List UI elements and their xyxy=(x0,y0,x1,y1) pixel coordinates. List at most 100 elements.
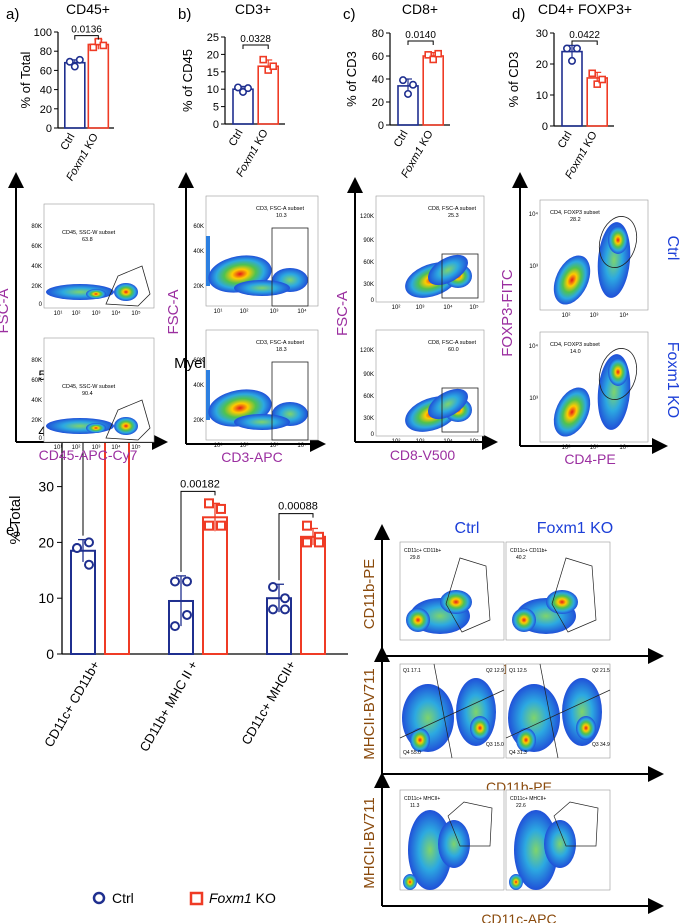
flow-panel-e: Ctrl Foxm1 KO CD11c-APC CD11b-PE CD11c+ CD11… xyxy=(361,520,664,923)
tick-label: 10² xyxy=(562,445,571,451)
data-point xyxy=(204,520,214,531)
data-point xyxy=(182,576,192,587)
y-tick-label: 0 xyxy=(378,120,384,132)
x-tick-label-italic: Foxm1 xyxy=(64,148,91,183)
data-point xyxy=(268,582,278,593)
x-tick-label: CD11b+ MHC II + xyxy=(136,658,200,754)
tick-label: 10² xyxy=(72,311,81,317)
data-point xyxy=(70,62,79,71)
data-point xyxy=(84,537,94,548)
y-tick-label: 20 xyxy=(372,97,384,109)
density-cloud xyxy=(408,810,452,890)
x-axis-label: CD8-V500 xyxy=(390,447,456,463)
data-point xyxy=(84,559,94,570)
density-cloud xyxy=(544,820,576,868)
tick-label: 120K xyxy=(360,348,374,354)
gate-value: 90.4 xyxy=(82,391,93,397)
data-point xyxy=(424,51,433,59)
quadrant-line xyxy=(399,689,505,739)
density-cloud xyxy=(553,387,591,437)
y-tick-label: 20 xyxy=(38,534,54,550)
gate-name: CD3, FSC-A subset xyxy=(256,340,304,346)
tick-label: 10¹ xyxy=(54,445,63,451)
chart-title: CD4+ FOXP3+ xyxy=(538,1,632,17)
data-point xyxy=(204,498,214,509)
y-axis-label: FOXP3-FITC xyxy=(499,269,516,357)
significance-bracket xyxy=(278,513,314,581)
tick-label: 90K xyxy=(363,238,374,244)
tick-label: 10³ xyxy=(92,311,101,317)
quadrant-line xyxy=(433,663,453,759)
y-tick-label: 25 xyxy=(207,32,219,44)
data-point xyxy=(398,76,407,85)
flow-panel-d: CD4-PE FOXP3-FITC 10⁴ 10³ 10² 10³ 10⁴ CD4, FOXP… xyxy=(499,172,681,467)
tick-label: 10² xyxy=(562,313,571,319)
data-point xyxy=(588,69,597,78)
significance-bracket xyxy=(242,44,269,49)
x-tick-label: CD11c+ CD11b+ xyxy=(41,658,103,750)
tick-label: 10² xyxy=(72,445,81,451)
legend-ko-marker xyxy=(189,891,204,906)
gate-value: 28.2 xyxy=(570,217,581,223)
tick-label: 10³ xyxy=(529,264,538,270)
data-point xyxy=(99,41,108,50)
gate-value: 14.0 xyxy=(570,349,581,355)
p-value: 0.00088 xyxy=(278,501,318,513)
chart-title: CD45+ xyxy=(66,1,110,17)
legend-ko-rest: KO xyxy=(252,890,276,906)
tick-label: 90K xyxy=(363,372,374,378)
x-tick-label-rest: KO xyxy=(416,128,436,151)
gate-name: CD11c+ MHCII+ xyxy=(404,796,440,802)
data-point xyxy=(302,537,312,548)
significance-bracket xyxy=(180,490,216,572)
tick-label: 40K xyxy=(193,249,204,255)
y-tick-label: 20 xyxy=(207,49,219,61)
tick-label: 120K xyxy=(360,214,374,220)
y-tick-label: 30 xyxy=(536,28,548,40)
x-axis-label: CD3-APC xyxy=(221,449,282,465)
gate-polygon xyxy=(105,265,151,307)
chart-title: CD8+ xyxy=(402,1,438,17)
y-tick-label: 0 xyxy=(213,119,219,131)
gate-name: CD45, SSC-W subset xyxy=(62,230,116,236)
density-cloud xyxy=(114,417,138,435)
tick-label: 10² xyxy=(240,309,249,315)
quadrant-value: Q4 31.3 xyxy=(509,750,527,756)
tick-label: 10⁵ xyxy=(469,438,479,445)
data-point xyxy=(89,43,98,52)
panel-label-c: c) xyxy=(343,6,356,23)
density-cloud xyxy=(86,423,106,433)
quadrant-value: Q2 12.9 xyxy=(486,668,504,674)
quadrant-value: Q2 21.5 xyxy=(592,668,610,674)
density-cloud xyxy=(438,820,470,868)
gate-rectangle xyxy=(441,253,479,299)
y-tick-label: 0 xyxy=(46,646,54,662)
gate-value: 22.6 xyxy=(516,803,526,809)
density-cloud xyxy=(428,388,468,420)
density-cloud xyxy=(114,283,138,301)
tick-label: 10⁴ xyxy=(111,444,121,451)
data-point xyxy=(259,55,268,64)
data-point xyxy=(567,56,576,65)
x-axis-label: CD4-PE xyxy=(564,451,615,467)
condition-label: Ctrl xyxy=(664,236,681,261)
gate-value: 18.3 xyxy=(276,347,287,353)
tick-label: 10¹ xyxy=(214,309,223,315)
tick-label: 20K xyxy=(193,418,204,424)
y-tick-label: 20 xyxy=(536,59,548,71)
tick-label: 20K xyxy=(193,284,204,290)
tick-label: 10⁵ xyxy=(469,304,479,311)
x-tick-label-rest: KO xyxy=(81,131,101,154)
x-tick-label: Ctrl xyxy=(227,128,246,149)
tick-label: 10¹ xyxy=(214,443,223,449)
tick-label: 60K xyxy=(193,224,204,230)
gate-value: 11.3 xyxy=(410,803,420,809)
tick-label: 60K xyxy=(363,260,374,266)
gate-name: CD3, FSC-A subset xyxy=(256,206,304,212)
tick-label: 10³ xyxy=(416,305,425,311)
legend-ko-label: Foxm1 KO xyxy=(209,890,276,906)
y-axis-label: FSC-A xyxy=(165,290,182,335)
tick-label: 30K xyxy=(363,282,374,288)
tick-label: 10³ xyxy=(590,313,599,319)
